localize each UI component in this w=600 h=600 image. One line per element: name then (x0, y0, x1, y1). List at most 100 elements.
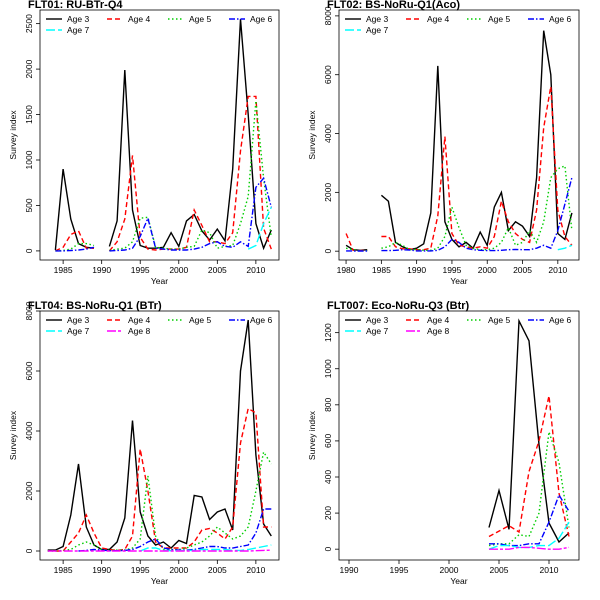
y-tick-label: 4000 (323, 124, 333, 143)
y-tick-label: 1500 (24, 105, 34, 124)
legend-entry: Age 7 (366, 326, 388, 336)
legend-entry: Age 3 (67, 14, 89, 24)
legend-entry: Age 5 (488, 14, 510, 24)
series-line-age-4 (345, 86, 573, 252)
y-tick-label: 0 (323, 249, 333, 254)
plot-frame (39, 310, 280, 561)
legend-entry: Age 7 (67, 326, 89, 336)
x-tick-label: 1990 (92, 265, 111, 275)
x-axis-label: Year (151, 276, 168, 286)
y-tick-label: 6000 (24, 361, 34, 380)
series-line-age-4 (55, 407, 272, 552)
x-tick-label: 2010 (246, 265, 265, 275)
plot-frame (338, 310, 580, 561)
x-tick-label: 2005 (208, 265, 227, 275)
series-line-age-6 (489, 493, 570, 547)
legend-entry: Age 3 (366, 315, 388, 325)
legend-entry: Age 6 (549, 315, 571, 325)
series-line-age-7 (557, 244, 573, 251)
panel-title: FLT04: BS-NoRu-Q1 (BTr) (28, 300, 162, 312)
x-tick-label: 2005 (513, 265, 532, 275)
panel-flt04: FLT04: BS-NoRu-Q1 (BTr) 1985 1990 1995 2000 2… (8, 300, 280, 586)
y-tick-label: 200 (323, 506, 333, 520)
x-axis-label: Year (151, 576, 168, 586)
legend-entry: Age 3 (67, 315, 89, 325)
series-line-age-8 (47, 549, 272, 552)
series-line-age-3 (488, 318, 570, 544)
x-tick-label: 2010 (548, 265, 567, 275)
y-axis-label: Survey index (307, 110, 317, 160)
legend-entry: Age 5 (189, 14, 211, 24)
legend-entry: Age 7 (366, 25, 388, 35)
y-tick-label: 0 (323, 547, 333, 552)
legend-entry: Age 4 (427, 315, 449, 325)
series-line-age-3 (345, 30, 573, 252)
legend-entry: Age 8 (427, 326, 449, 336)
x-tick-label: 1995 (131, 565, 150, 575)
x-tick-label: 2000 (440, 565, 459, 575)
panel-title: FLT01: RU-BTr-Q4 (28, 0, 123, 11)
y-tick-label: 2500 (24, 14, 34, 33)
series-line-age-3 (47, 319, 272, 551)
legend-entry: Age 6 (549, 14, 571, 24)
legend-entry: Age 8 (128, 326, 150, 336)
series-line-age-7 (139, 544, 272, 552)
legend: Age 3 Age 4 Age 5 Age 6 Age 7 Age 8 (345, 315, 571, 336)
series-line-age-6 (346, 177, 573, 252)
series-line-age-5 (345, 164, 573, 252)
legend-entry: Age 3 (366, 14, 388, 24)
series-line-age-5 (488, 431, 570, 547)
y-tick-label: 0 (24, 548, 34, 553)
x-tick-label: 1995 (390, 565, 409, 575)
legend-entry: Age 4 (128, 14, 150, 24)
legend-entry: Age 6 (250, 14, 272, 24)
x-tick-label: 2010 (246, 565, 265, 575)
panel-flt01: FLT01: RU-BTr-Q4 1985 1990 1995 2000 2005 2010… (8, 0, 280, 286)
legend-entry: Age 7 (67, 25, 89, 35)
x-tick-label: 2005 (208, 565, 227, 575)
x-tick-label: 1995 (442, 265, 461, 275)
y-axis-label: Survey index (8, 410, 18, 460)
legend-entry: Age 5 (189, 315, 211, 325)
y-axis-label: Survey index (307, 410, 317, 460)
x-tick-label: 2010 (540, 565, 559, 575)
y-tick-label: 6000 (323, 65, 333, 84)
legend-entry: Age 6 (250, 315, 272, 325)
y-tick-label: 2000 (323, 183, 333, 202)
y-tick-label: 0 (24, 248, 34, 253)
series-line-age-8 (489, 546, 570, 550)
x-tick-label: 1985 (54, 565, 73, 575)
y-tick-label: 8000 (323, 6, 333, 25)
plot-frame (39, 9, 280, 261)
legend: Age 3 Age 4 Age 5 Age 6 Age 7 Age 8 (46, 315, 272, 336)
y-tick-label: 600 (323, 434, 333, 448)
x-tick-label: 2005 (490, 565, 509, 575)
series-line-age-5 (55, 100, 272, 252)
y-tick-label: 1200 (323, 323, 333, 342)
series-line-age-6 (55, 176, 272, 252)
y-tick-label: 400 (323, 470, 333, 484)
legend: Age 3 Age 4 Age 5 Age 6 Age 7 (345, 14, 571, 35)
legend: Age 3 Age 4 Age 5 Age 6 Age 7 (46, 14, 272, 35)
x-tick-label: 2000 (478, 265, 497, 275)
x-tick-label: 1995 (131, 265, 150, 275)
x-tick-label: 1985 (372, 265, 391, 275)
x-tick-label: 2000 (169, 265, 188, 275)
panel-flt02: FLT02: BS-NoRu-Q1(Aco) 1980 1985 1990 1995 20… (307, 0, 580, 286)
y-tick-label: 1000 (323, 359, 333, 378)
legend-entry: Age 4 (427, 14, 449, 24)
x-tick-label: 2000 (169, 565, 188, 575)
y-tick-label: 500 (24, 198, 34, 212)
y-axis-label: Survey index (8, 110, 18, 160)
series-line-age-7 (247, 207, 272, 250)
x-tick-label: 1990 (92, 565, 111, 575)
legend-entry: Age 4 (128, 315, 150, 325)
panel-title: FLT02: BS-NoRu-Q1(Aco) (327, 0, 460, 11)
series-line-age-4 (488, 395, 570, 538)
y-tick-label: 4000 (24, 421, 34, 440)
plot-frame (338, 9, 580, 261)
x-tick-label: 1990 (407, 265, 426, 275)
y-tick-label: 1000 (24, 150, 34, 169)
series-line-age-3 (54, 19, 272, 251)
